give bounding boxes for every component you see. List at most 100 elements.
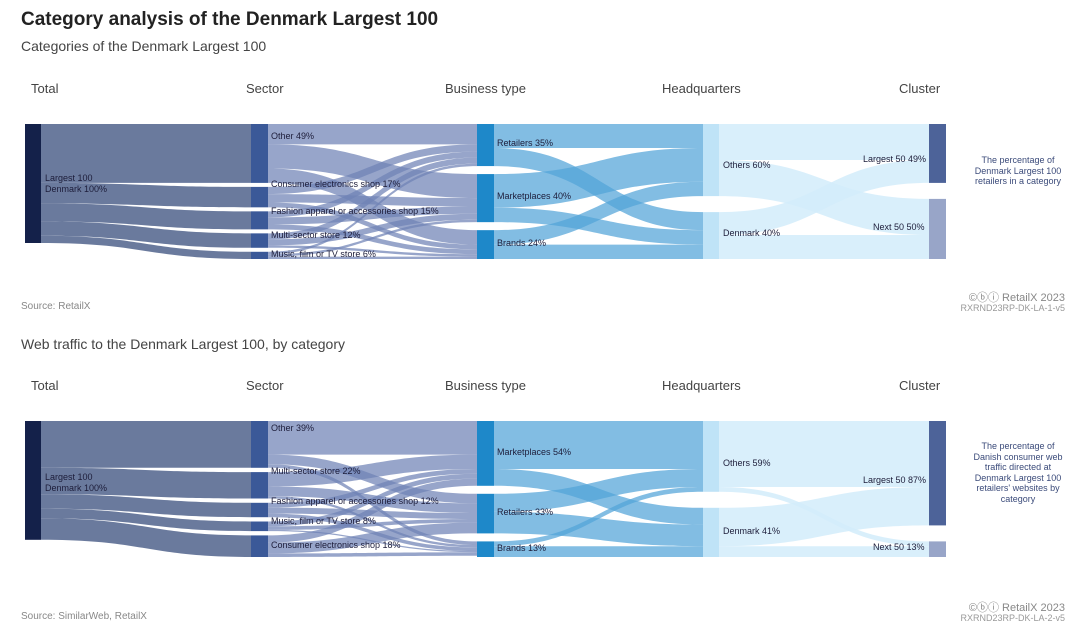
sankey-link-b2-h1: [494, 469, 703, 512]
sankey-node-t: [25, 421, 41, 540]
sankey-link-s5-b1: [268, 163, 477, 255]
chart-2-label-other: Other 39%: [271, 423, 315, 433]
sankey-link-t-s5: [41, 518, 251, 557]
sankey-link-s2-b1: [268, 144, 477, 195]
sankey-link-t-s4: [41, 508, 251, 532]
sankey-link-t-s2: [41, 182, 251, 208]
sankey-node-h2: [703, 507, 719, 557]
sankey-node-s5: [251, 251, 268, 259]
sankey-node-b2: [477, 493, 494, 534]
sankey-link-b3-h2: [494, 546, 703, 557]
sankey-node-b3: [477, 230, 494, 259]
chart-2-label-music: Music, film or TV store 8%: [271, 516, 376, 526]
chart-2-label-others: Others 59%: [723, 458, 771, 468]
chart-1-brand: ©ⓑⓘ RetailX 2023: [968, 292, 1065, 304]
sankey-link-s3-b1: [268, 469, 477, 508]
sankey-link-b1-h1: [494, 124, 703, 149]
sankey-node-s5: [251, 535, 268, 557]
chart-1-source: Source: RetailX: [21, 301, 91, 312]
chart-2-col-business-type: Business type: [445, 378, 526, 393]
sankey-link-b3-h1: [494, 181, 703, 245]
chart-2-label-retailers: Retailers 33%: [497, 507, 554, 517]
sankey-node-s2: [251, 472, 268, 499]
chart-1-label-denmark: Denmark 40%: [723, 228, 781, 238]
chart-1-label-next-50: Next 50 50%: [873, 222, 925, 232]
chart-2-label-multi-sector: Multi-sector store 22%: [271, 466, 361, 476]
chart-1-col-headquarters: Headquarters: [662, 81, 741, 96]
chart-1-label-brands: Brands 24%: [497, 238, 547, 248]
sankey-node-s3: [251, 502, 268, 518]
sankey-link-t-s5: [41, 235, 251, 259]
sankey-link-h1-c1: [719, 421, 929, 487]
chart-2-label-largest-50: Largest 50 87%: [863, 475, 927, 485]
sankey-link-t-s4: [41, 221, 251, 248]
sankey-link-b2-h2: [494, 207, 703, 245]
sankey-link-s2-b1: [268, 454, 477, 487]
chart-1-label-total: Largest 100 Denmark 100%: [45, 173, 107, 195]
sankey-link-b2-h1: [494, 148, 703, 208]
sankey-link-s5-b2: [268, 219, 477, 257]
sankey-link-s1-b3: [268, 464, 477, 545]
sankey-link-b3-h1: [494, 487, 703, 547]
chart-2-label-total: Largest 100 Denmark 100%: [45, 472, 107, 494]
sankey-node-h2: [703, 212, 719, 259]
chart-2-label-fashion: Fashion apparel or accessories shop 12%: [271, 496, 439, 506]
chart-1-label-other: Other 49%: [271, 131, 315, 141]
sankey-node-c2: [929, 198, 946, 259]
sankey-link-h2-c1: [719, 160, 929, 235]
chart-2-note: The percentage of Danish consumer web tr…: [973, 441, 1063, 504]
sankey-link-t-s3: [41, 203, 251, 230]
chart-1-label-total-line1: Largest 100: [45, 173, 93, 183]
chart-1-label-consumer-electronics: Consumer electronics shop 17%: [271, 179, 401, 189]
sankey-link-t-s1: [41, 421, 251, 468]
sankey-link-b1-h1: [494, 421, 703, 469]
sankey-node-s4: [251, 521, 268, 532]
chart-2-label-denmark: Denmark 41%: [723, 526, 781, 536]
sankey-node-s4: [251, 233, 268, 248]
sankey-node-h1: [703, 124, 719, 197]
sankey-nodes: [25, 124, 946, 259]
chart-2-col-headquarters: Headquarters: [662, 378, 741, 393]
sankey-link-b3-h2: [494, 244, 703, 259]
chart-2-brand: ©ⓑⓘ RetailX 2023: [968, 602, 1065, 614]
chart-1-label-retailers: Retailers 35%: [497, 138, 554, 148]
sankey-node-s1: [251, 421, 268, 468]
sankey-link-s1-b1: [268, 124, 477, 145]
chart-2-col-cluster: Cluster: [899, 378, 941, 393]
sankey-node-b2: [477, 174, 494, 223]
sankey-link-s4-b2: [268, 519, 477, 530]
chart-1-label-fashion: Fashion apparel or accessories shop 15%: [271, 206, 439, 216]
sankey-nodes: [25, 421, 946, 557]
chart-2-label-marketplaces: Marketplaces 54%: [497, 447, 572, 457]
chart-1-label-multi-sector: Multi-sector store 12%: [271, 230, 361, 240]
sankey-link-s5-b1: [268, 478, 477, 543]
chart-1-label-music: Music, film or TV store 6%: [271, 249, 376, 259]
sankey-node-b3: [477, 541, 494, 557]
chart-1-col-total: Total: [31, 81, 59, 96]
sankey-link-s4-b2: [268, 213, 477, 246]
sankey-link-h2-c1: [719, 487, 929, 547]
sankey-node-h1: [703, 421, 719, 492]
sankey-link-t-s3: [41, 494, 251, 518]
sankey-link-s2-b3: [268, 496, 477, 548]
sankey-node-c1: [929, 124, 946, 183]
chart-1-code: RXRND23RP-DK-LA-1-v5: [960, 303, 1065, 313]
sankey-link-s2-b3: [268, 202, 477, 250]
chart-2-col-sector: Sector: [246, 378, 284, 393]
chart-2-label-total-line1: Largest 100: [45, 472, 93, 482]
sankey-link-t-s1: [41, 124, 251, 183]
sankey-link-s3-b3: [268, 224, 477, 255]
sankey-link-s4-b3: [268, 245, 477, 257]
sankey-link-h2-c2: [719, 546, 929, 557]
sankey-link-s5-b3: [268, 552, 477, 557]
sankey-node-t: [25, 124, 41, 243]
chart-1-label-others: Others 60%: [723, 160, 771, 170]
chart-1-label-largest-50: Largest 50 49%: [863, 154, 927, 164]
page-title: Category analysis of the Denmark Largest…: [21, 9, 439, 30]
chart-2-label-next-50: Next 50 13%: [873, 542, 925, 552]
sankey-link-h1-c1: [719, 124, 929, 161]
chart-1-note: The percentage of Denmark Largest 100 re…: [974, 155, 1062, 186]
chart-2-col-total: Total: [31, 378, 59, 393]
